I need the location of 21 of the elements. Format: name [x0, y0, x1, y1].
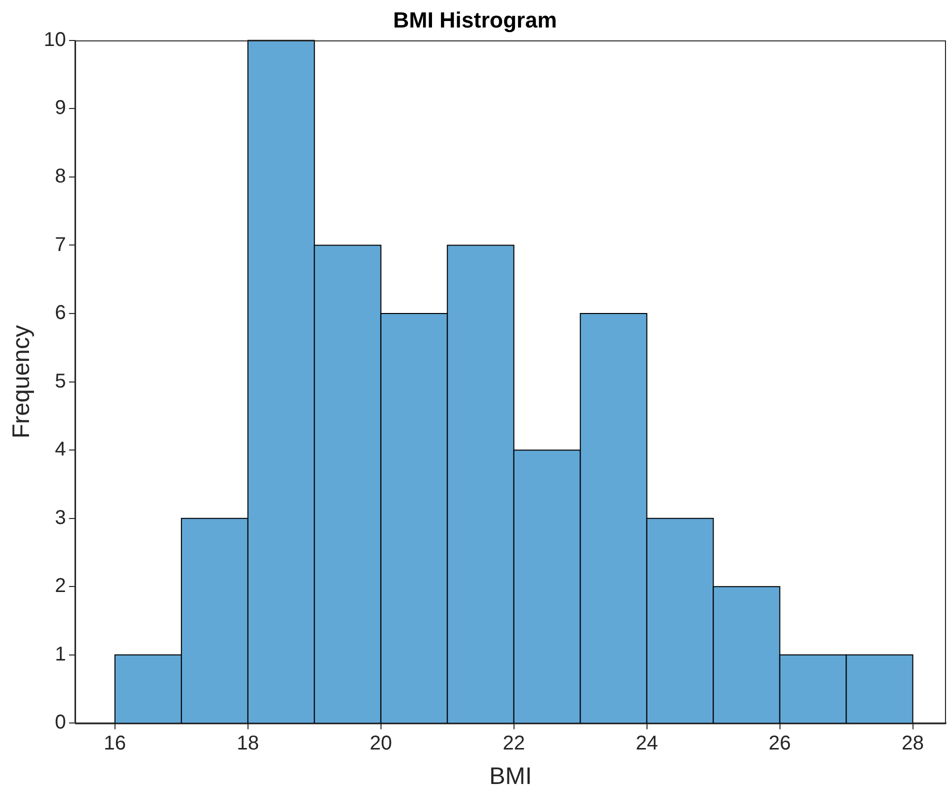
y-tick-label: 5	[54, 370, 66, 392]
x-tick-label: 20	[370, 732, 392, 755]
y-tick-label: 6	[54, 302, 66, 324]
x-tick-label: 18	[236, 732, 260, 755]
y-tick-label: 3	[54, 506, 66, 529]
x-tick-label: 26	[768, 732, 791, 755]
y-tick-label: 10	[44, 28, 66, 51]
x-axis-title: BMI	[489, 763, 532, 790]
y-tick-label: 4	[54, 438, 66, 461]
y-tick-label: 2	[54, 575, 66, 598]
y-tick-label: 7	[54, 234, 66, 256]
y-axis-title: Frequency	[8, 325, 36, 438]
chart-title: BMI Histrogram	[393, 7, 557, 32]
y-tick-label: 9	[54, 97, 66, 120]
y-tick-label: 8	[54, 165, 66, 188]
x-tick-label: 22	[502, 732, 525, 755]
x-tick-label: 28	[902, 732, 924, 755]
x-tick-label: 16	[104, 732, 126, 755]
y-tick-label: 1	[54, 643, 66, 666]
y-tick-label: 0	[54, 712, 66, 734]
x-tick-label: 24	[636, 732, 658, 755]
